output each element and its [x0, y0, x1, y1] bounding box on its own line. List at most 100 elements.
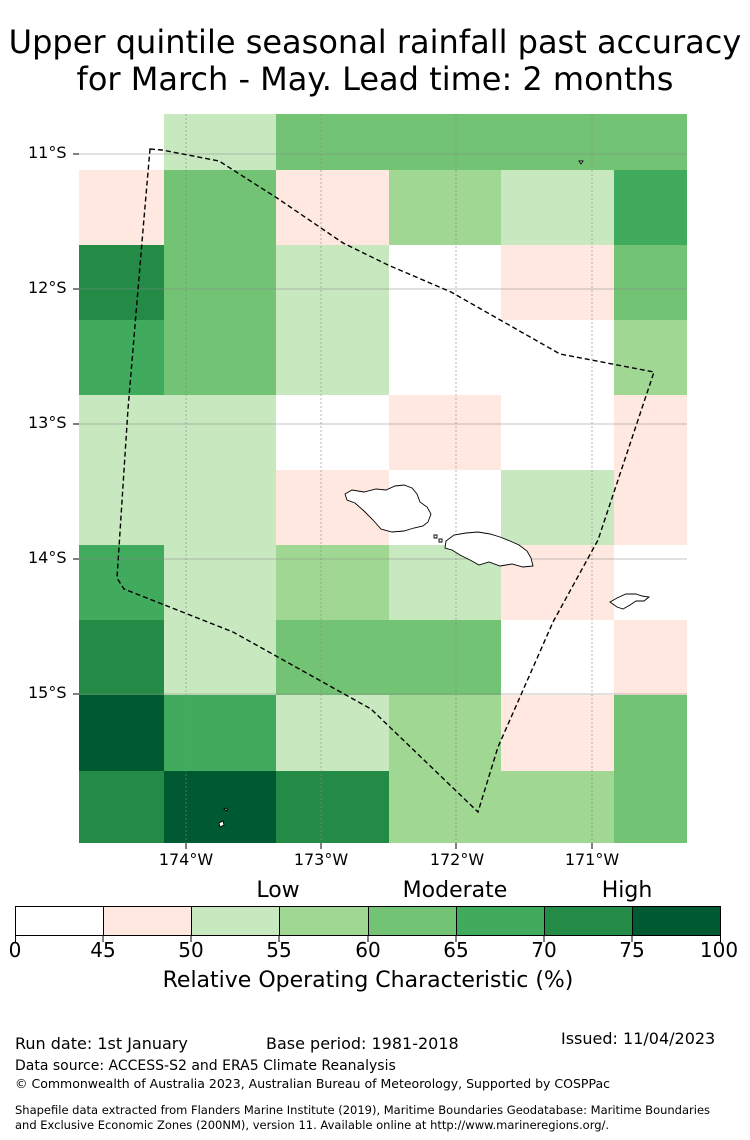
grid-cell-r5-c1 — [164, 470, 276, 545]
lat-label-11s: 11°S — [28, 143, 67, 162]
colorbar-segment-0-45 — [16, 907, 105, 935]
colorbar-segment-55-60 — [280, 907, 369, 935]
grid-cell-r7-c2 — [276, 620, 389, 695]
lat-label-14s: 14°S — [28, 548, 67, 567]
grid-cell-r8-c2 — [276, 695, 389, 771]
colorbar-tick-label-50: 50 — [178, 938, 204, 962]
colorbar-segment-75-100 — [632, 907, 720, 935]
grid-cell-r2-c5 — [614, 245, 687, 320]
lon-label-173w: 173°W — [293, 850, 349, 869]
graticule — [79, 114, 687, 843]
grid-cell-r5-c0 — [79, 470, 164, 545]
colorbar-ticks — [15, 936, 721, 942]
eez-boundary — [116, 148, 655, 814]
grid-cell-r8-c0 — [79, 695, 164, 771]
shapefile-credit-line-1: Shapefile data extracted from Flanders M… — [15, 1103, 711, 1117]
grid-cell-r4-c4 — [501, 395, 614, 470]
grid-cell-r1-c2 — [276, 170, 389, 245]
category-high: High — [601, 878, 653, 903]
grid-cell-r2-c4 — [501, 245, 614, 320]
grid-cell-r4-c3 — [389, 395, 501, 470]
grid-cell-r2-c2 — [276, 245, 389, 320]
grid-cell-r1-c3 — [389, 170, 501, 245]
data-source: Data source: ACCESS-S2 and ERA5 Climate … — [15, 1058, 396, 1074]
issued-date: Issued: 11/04/2023 — [561, 1029, 716, 1048]
grid-cell-r1-c1 — [164, 170, 276, 245]
grid-cell-r7-c1 — [164, 620, 276, 695]
colorbar-tick-label-45: 45 — [90, 938, 116, 962]
colorbar-segment-50-55 — [192, 907, 281, 935]
grid-cell-r4-c1 — [164, 395, 276, 470]
grid-cell-r5-c4 — [501, 470, 614, 545]
category-low: Low — [256, 878, 300, 903]
grid-cell-r8-c3 — [389, 695, 501, 771]
grid-cell-r4-c2 — [276, 395, 389, 470]
grid-cell-r3-c3 — [389, 320, 501, 395]
category-moderate: Moderate — [402, 878, 508, 903]
grid-cell-r9-c0 — [79, 771, 164, 843]
grid-cell-r7-c5 — [614, 620, 687, 695]
shapefile-credit-line-2: and Exclusive Economic Zones (200NM), ve… — [15, 1118, 610, 1132]
grid-cell-r1-c0 — [79, 170, 164, 245]
swains-islet — [578, 160, 584, 165]
grid-cell-r8-c1 — [164, 695, 276, 771]
apolima-islet — [433, 534, 438, 539]
grid-cell-r9-c1 — [164, 771, 276, 843]
grid-cell-r4-c0 — [79, 395, 164, 470]
upolu-island — [444, 531, 534, 568]
tutuila-island — [609, 593, 651, 610]
grid-cell-r2-c3 — [389, 245, 501, 320]
grid-cell-r5-c5 — [614, 470, 687, 545]
manono-islet — [438, 538, 443, 543]
grid-cell-r3-c1 — [164, 320, 276, 395]
grid-cell-r3-c4 — [501, 320, 614, 395]
copyright: © Commonwealth of Australia 2023, Austra… — [15, 1076, 610, 1091]
grid-cell-r0-c2 — [276, 114, 389, 170]
colorbar-label: Relative Operating Characteristic (%) — [162, 968, 574, 993]
axis-ticks — [73, 153, 593, 849]
colorbar-segment-65-70 — [456, 907, 545, 935]
coastlines — [218, 160, 651, 828]
grid-cell-r1-c4 — [501, 170, 614, 245]
colorbar-tick-label-75: 75 — [619, 938, 645, 962]
rose-atoll-north — [222, 807, 228, 812]
colorbar-tick-label-0: 0 — [8, 938, 22, 962]
grid-cell-r6-c1 — [164, 545, 276, 620]
colorbar-segment-70-75 — [544, 907, 633, 935]
colorbar-tick-label-55: 55 — [266, 938, 292, 962]
map-panel — [73, 114, 687, 849]
colorbar-segment-45-50 — [104, 907, 193, 935]
lat-label-15s: 15°S — [28, 683, 67, 702]
grid-cell-r0-c1 — [164, 114, 276, 170]
accuracy-grid — [79, 114, 687, 843]
grid-cell-r6-c2 — [276, 545, 389, 620]
grid-cell-r8-c4 — [501, 695, 614, 771]
grid-cell-r9-c2 — [276, 771, 389, 843]
colorbar — [15, 906, 721, 936]
colorbar-segment-60-65 — [368, 907, 457, 935]
grid-cell-r3-c2 — [276, 320, 389, 395]
grid-cell-r6-c5 — [614, 545, 687, 620]
grid-cell-r9-c4 — [501, 771, 614, 843]
grid-cell-r6-c0 — [79, 545, 164, 620]
colorbar-tick-label-60: 60 — [355, 938, 381, 962]
grid-cell-r7-c4 — [501, 620, 614, 695]
grid-cell-r2-c1 — [164, 245, 276, 320]
grid-cell-r9-c5 — [614, 771, 687, 843]
run-date: Run date: 1st January — [15, 1034, 188, 1053]
grid-cell-r7-c3 — [389, 620, 501, 695]
colorbar-tick-label-70: 70 — [531, 938, 557, 962]
lon-label-171w: 171°W — [564, 850, 620, 869]
grid-cell-r7-c0 — [79, 620, 164, 695]
grid-cell-r0-c4 — [501, 114, 614, 170]
grid-cell-r2-c0 — [79, 245, 164, 320]
colorbar-tick-label-100: 100 — [699, 938, 739, 962]
colorbar-tick-label-65: 65 — [443, 938, 469, 962]
grid-cell-r8-c5 — [614, 695, 687, 771]
lon-label-174w: 174°W — [158, 850, 214, 869]
savaii-island — [344, 484, 432, 533]
lat-label-12s: 12°S — [28, 278, 67, 297]
lon-label-172w: 172°W — [429, 850, 485, 869]
grid-cell-r1-c5 — [614, 170, 687, 245]
rose-atoll-south — [218, 820, 225, 828]
